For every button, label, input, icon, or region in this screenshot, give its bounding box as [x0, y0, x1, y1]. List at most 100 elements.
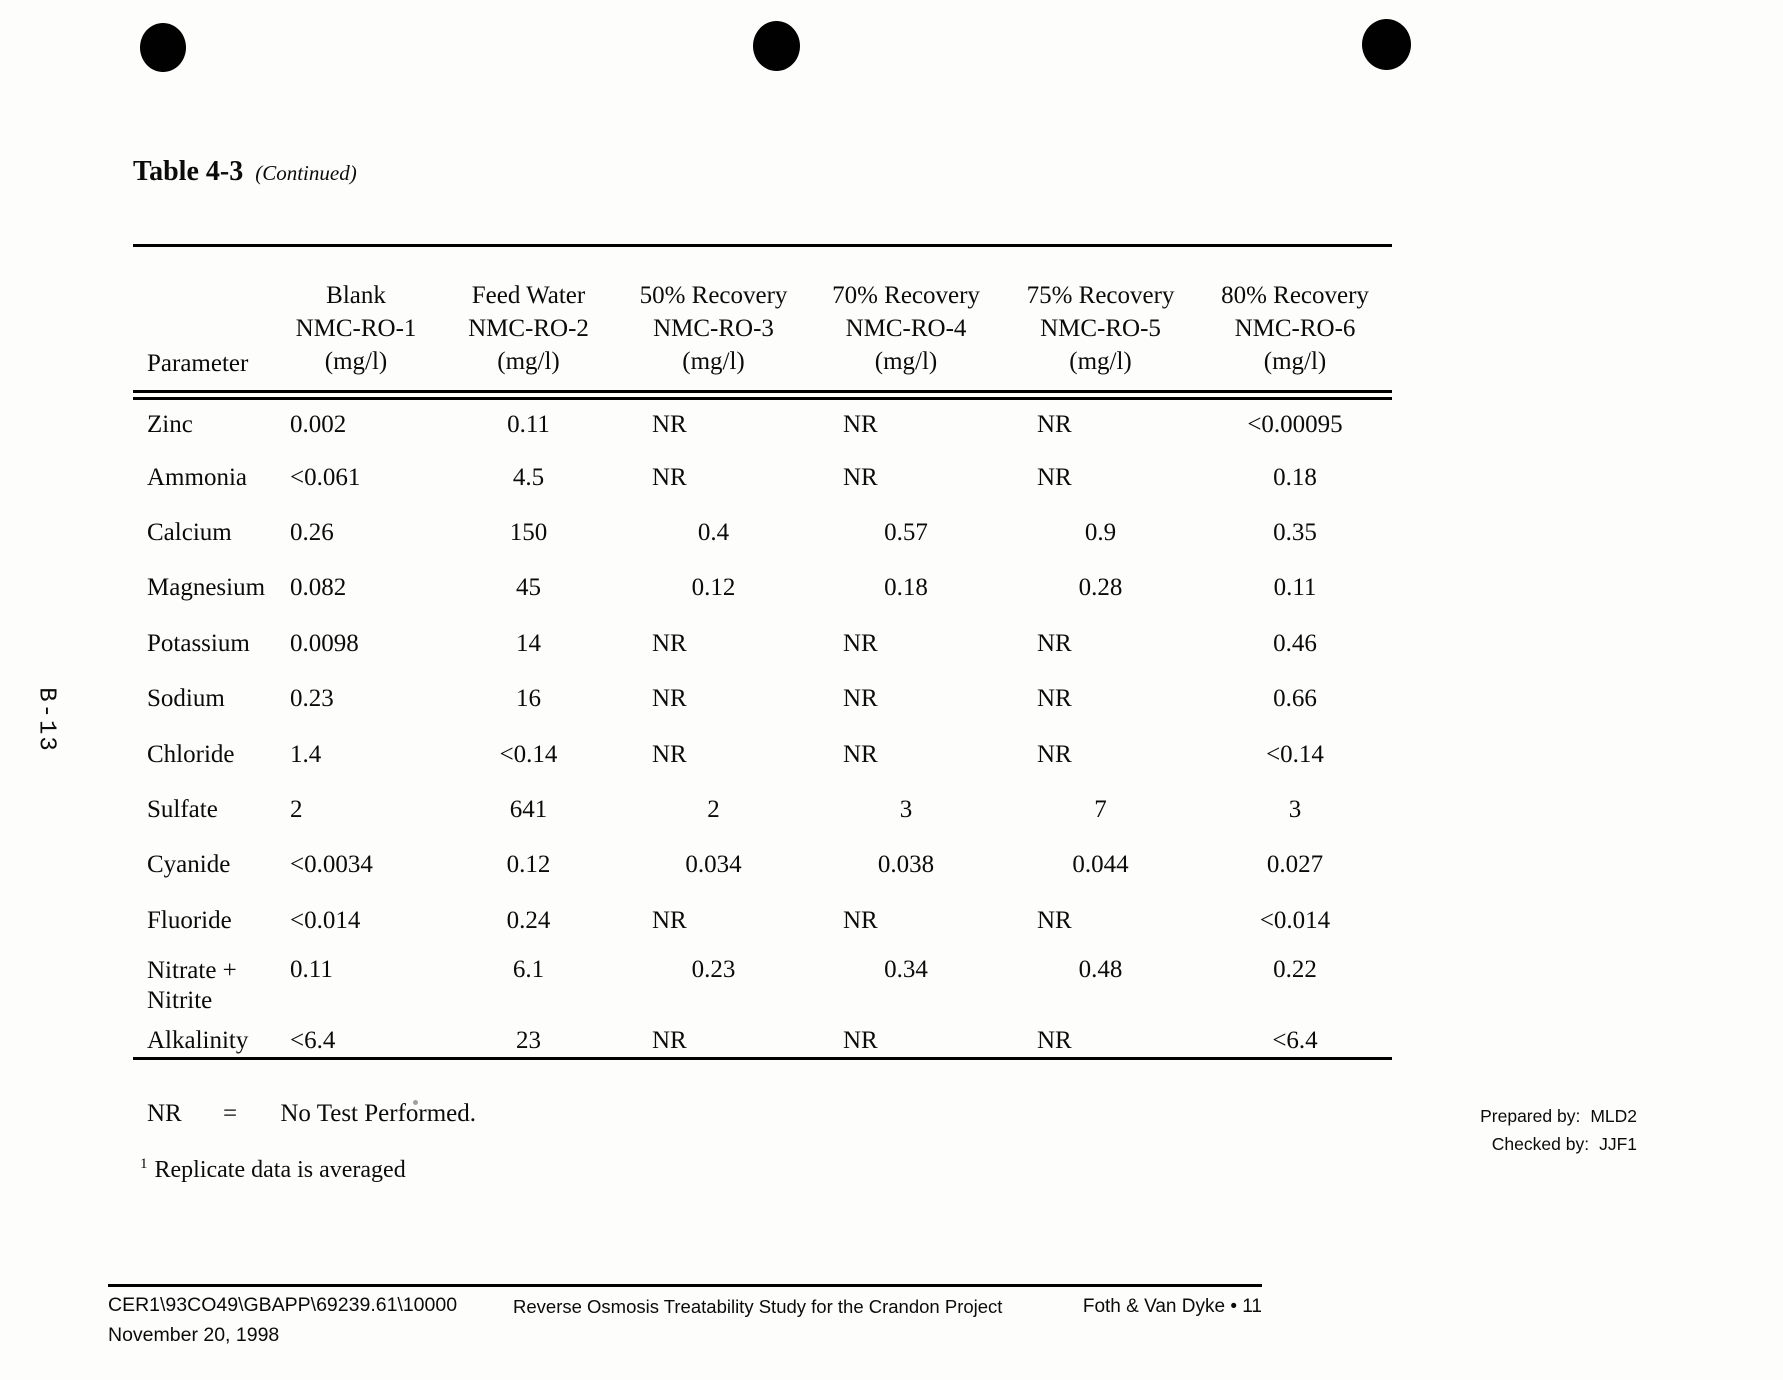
- row-parameter: Zinc: [147, 410, 193, 438]
- equals-sign: =: [222, 1100, 238, 1127]
- cell-value: NR: [1037, 463, 1072, 491]
- cell-value: 0.12: [691, 574, 736, 602]
- binder-hole-mark: [1362, 19, 1411, 70]
- checked-by-label: Checked by:: [1491, 1134, 1590, 1154]
- footnote: 1 Replicate data is averaged: [140, 1156, 406, 1184]
- cell-value: 0.22: [1273, 956, 1317, 984]
- cell-value: NR: [843, 906, 878, 934]
- cell-value: 0.11: [290, 956, 333, 984]
- scan-speck: [413, 1100, 418, 1105]
- row-parameter: Ammonia: [147, 463, 247, 491]
- prepared-by-label: Prepared by:: [1480, 1106, 1581, 1126]
- footer-company-page-number: Foth & Van Dyke • 11: [1082, 1296, 1262, 1317]
- cell-value: NR: [652, 740, 687, 768]
- cell-value: NR: [1037, 629, 1072, 657]
- table-row: Ammonia <0.061 4.5 NR NR NR 0.18: [133, 450, 1392, 505]
- table-row: Potassium 0.0098 14 NR NR NR 0.46: [133, 616, 1392, 671]
- cell-value: 3: [899, 795, 913, 823]
- table-title: Table 4-3 (Continued): [133, 156, 357, 188]
- cell-value: NR: [652, 906, 687, 934]
- cell-value: <0.14: [499, 740, 558, 768]
- cell-value: 0.26: [290, 518, 334, 546]
- footer-document-reference: CER1\93CO49\GBAPP\69239.61\10000: [108, 1294, 458, 1316]
- prepared-by-line: Prepared by: MLD2: [1480, 1102, 1637, 1130]
- cell-value: NR: [652, 1026, 687, 1054]
- cell-value: <6.4: [1272, 1026, 1318, 1054]
- cell-value: 2: [290, 795, 303, 823]
- cell-value: <0.014: [1259, 906, 1331, 934]
- col-header-3: 50% Recovery NMC-RO-3 (mg/l): [618, 245, 809, 400]
- binder-hole-mark: [140, 23, 186, 72]
- cell-value: <0.0034: [290, 851, 373, 879]
- cell-value: 0.28: [1078, 574, 1123, 602]
- cell-value: 0.35: [1273, 518, 1317, 546]
- cell-value: NR: [652, 629, 687, 657]
- cell-value: 0.66: [1273, 685, 1317, 713]
- cell-value: NR: [1037, 1026, 1072, 1054]
- row-parameter: Fluoride: [147, 906, 232, 934]
- cell-value: 23: [516, 1026, 541, 1054]
- cell-value: 0.18: [884, 574, 928, 602]
- cell-value: 0.18: [1273, 463, 1317, 491]
- col-header-4: 70% Recovery NMC-RO-4 (mg/l): [809, 245, 1003, 400]
- table-row: Fluoride <0.014 0.24 NR NR NR <0.014: [133, 893, 1392, 948]
- cell-value: <0.00095: [1247, 410, 1343, 438]
- cell-value: NR: [1037, 410, 1072, 438]
- cell-value: NR: [652, 410, 687, 438]
- cell-value: 0.23: [691, 956, 736, 984]
- footer-report-title: Reverse Osmosis Treatability Study for t…: [513, 1296, 1003, 1317]
- cell-value: 14: [516, 629, 541, 657]
- cell-value: NR: [843, 740, 878, 768]
- table-row: Calcium 0.26 150 0.4 0.57 0.9 0.35: [133, 505, 1392, 560]
- table-row: Sodium 0.23 16 NR NR NR 0.66: [133, 671, 1392, 726]
- cell-value: <0.14: [1266, 740, 1324, 768]
- col-header-2: Feed Water NMC-RO-2 (mg/l): [439, 245, 618, 400]
- cell-value: 0.11: [507, 410, 550, 438]
- cell-value: 0.0098: [290, 629, 359, 657]
- cell-value: 0.34: [884, 956, 928, 984]
- cell-value: 0.24: [506, 906, 551, 934]
- nr-abbrev: NR: [147, 1100, 182, 1127]
- nr-definition: No Test Performed.: [280, 1100, 477, 1127]
- row-parameter: Potassium: [147, 629, 250, 657]
- footer-date: November 20, 1998: [108, 1324, 280, 1346]
- table-title-number: Table 4-3: [133, 156, 244, 187]
- row-parameter: Cyanide: [147, 851, 231, 879]
- cell-value: NR: [652, 685, 687, 713]
- parameters-table: Parameter Blank NMC-RO-1 (mg/l) Feed Water NM…: [133, 244, 1392, 1060]
- table-row: Sulfate 2 641 2 3 7 3: [133, 782, 1392, 837]
- col-header-6: 80% Recovery NMC-RO-6 (mg/l): [1198, 245, 1392, 400]
- col-header-parameter: Parameter: [133, 245, 273, 400]
- cell-value: NR: [843, 463, 878, 491]
- table-row: Zinc 0.002 0.11 NR NR NR <0.00095: [133, 395, 1392, 450]
- cell-value: 0.044: [1072, 851, 1129, 879]
- cell-value: 0.48: [1078, 956, 1123, 984]
- table-row: Nitrate + Nitrite 0.11 6.1 0.23 0.34 0.48 0.22: [133, 948, 1392, 1024]
- cell-value: 0.11: [1273, 574, 1317, 602]
- cell-value: NR: [843, 629, 878, 657]
- table-row: Cyanide <0.0034 0.12 0.034 0.038 0.044 0.027: [133, 838, 1392, 893]
- cell-value: 2: [707, 795, 720, 823]
- page-footer: CER1\93CO49\GBAPP\69239.61\10000 Reverse…: [108, 1284, 1262, 1359]
- cell-value: NR: [843, 685, 878, 713]
- row-parameter: Sodium: [147, 685, 225, 713]
- cell-value: <0.061: [290, 463, 361, 491]
- cell-value: 0.002: [290, 410, 347, 438]
- cell-value: 0.46: [1273, 629, 1317, 657]
- cell-value: 0.082: [290, 574, 347, 602]
- cell-value: NR: [652, 463, 687, 491]
- cell-value: 4.5: [512, 463, 545, 491]
- cell-value: 0.23: [290, 685, 334, 713]
- cell-value: NR: [843, 410, 878, 438]
- checked-by-value: JJF1: [1599, 1134, 1637, 1154]
- footnote-text: Replicate data is averaged: [154, 1157, 406, 1183]
- checked-by-line: Checked by: JJF1: [1480, 1130, 1637, 1158]
- cell-value: 0.027: [1266, 851, 1324, 879]
- cell-value: 0.4: [697, 518, 730, 546]
- nr-legend: NR = No Test Performed.: [147, 1100, 476, 1128]
- row-parameter: Alkalinity: [147, 1026, 249, 1054]
- table-row: Magnesium 0.082 45 0.12 0.18 0.28 0.11: [133, 561, 1392, 616]
- col-header-1: Blank NMC-RO-1 (mg/l): [273, 245, 439, 400]
- table-body: Zinc 0.002 0.11 NR NR NR <0.00095 Ammonia <0.061…: [133, 395, 1392, 1059]
